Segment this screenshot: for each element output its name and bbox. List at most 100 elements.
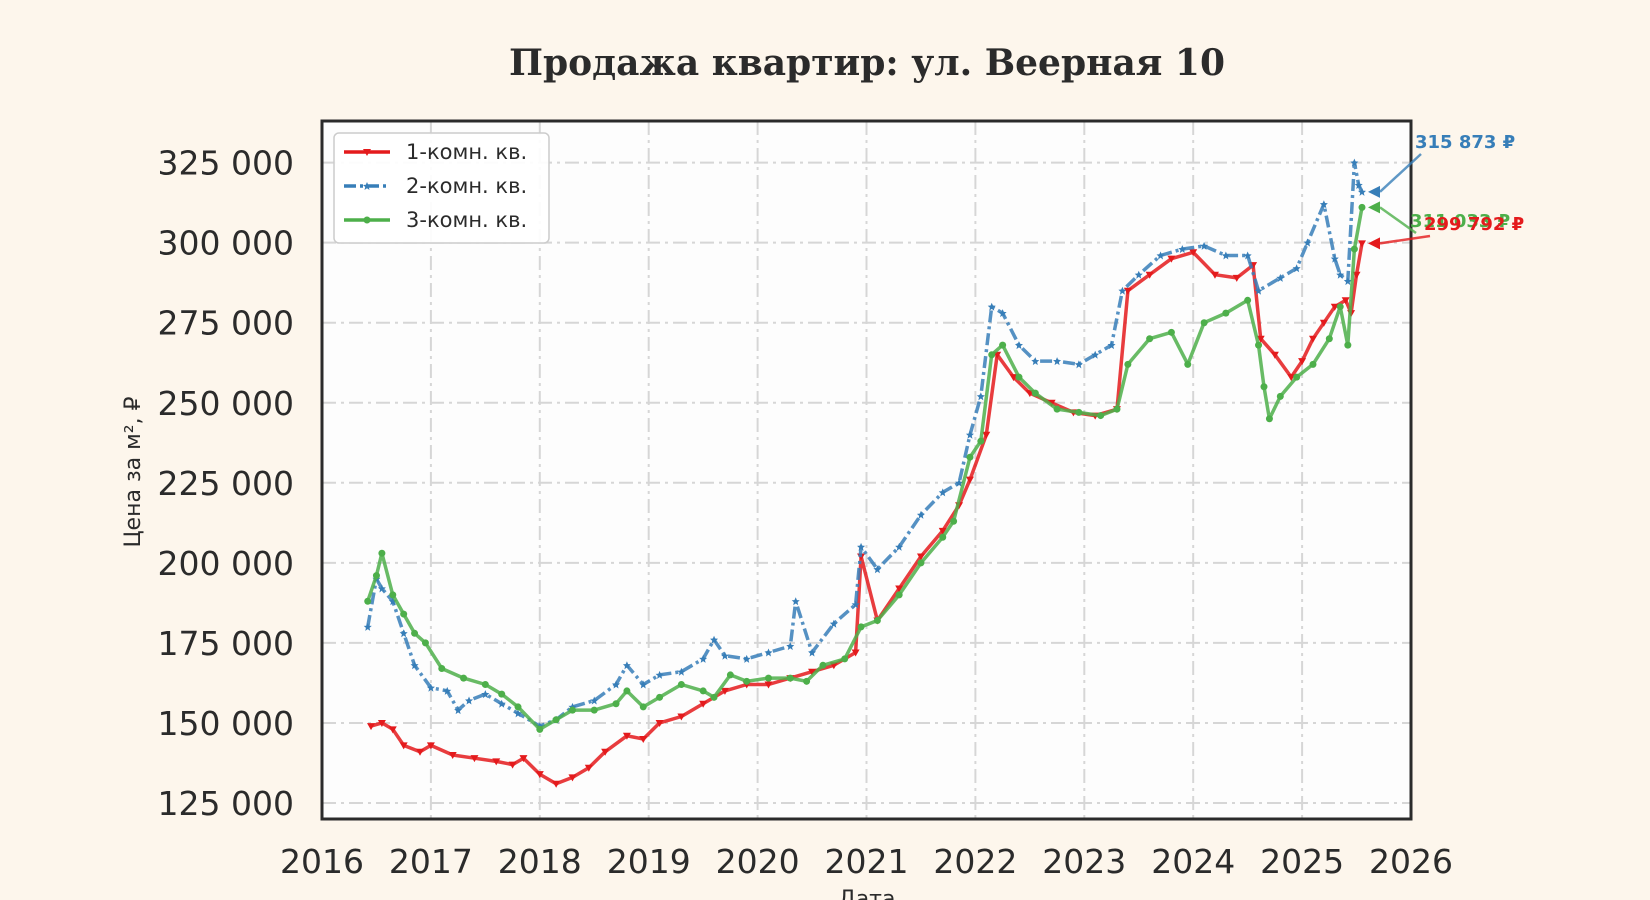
data-point bbox=[819, 661, 827, 669]
data-point bbox=[372, 572, 380, 580]
legend-label: 2-комн. кв. bbox=[406, 174, 527, 198]
data-point bbox=[1118, 286, 1127, 295]
series-3 bbox=[364, 203, 1366, 733]
data-point bbox=[808, 668, 817, 676]
data-point bbox=[873, 616, 881, 624]
plot-area: 125 000 150 000 175 000 200 000 225 000 250 0… bbox=[158, 119, 1524, 881]
data-point bbox=[1319, 319, 1328, 327]
series-2 bbox=[363, 158, 1366, 731]
annotation-label: 315 873 ₽ bbox=[1415, 132, 1515, 153]
data-point bbox=[677, 713, 686, 721]
series-line bbox=[365, 160, 1364, 728]
annotation-arrowhead bbox=[1367, 185, 1380, 198]
data-point bbox=[1232, 274, 1241, 282]
data-point bbox=[1357, 187, 1366, 196]
data-point bbox=[1107, 341, 1116, 350]
data-point bbox=[764, 681, 773, 689]
data-point bbox=[443, 686, 452, 695]
data-point bbox=[1276, 273, 1285, 282]
data-point bbox=[786, 674, 794, 682]
data-point bbox=[916, 553, 925, 561]
y-tick-label: 200 000 bbox=[158, 544, 294, 583]
data-point bbox=[786, 642, 795, 651]
y-tick-label: 175 000 bbox=[158, 624, 294, 663]
annotation-label: 299 792 ₽ bbox=[1424, 214, 1524, 235]
data-point bbox=[568, 706, 576, 714]
data-point bbox=[1184, 360, 1192, 368]
annotation: 299 792 ₽ bbox=[1367, 214, 1524, 250]
data-point bbox=[470, 755, 479, 763]
data-point bbox=[438, 665, 446, 673]
data-point bbox=[388, 597, 397, 606]
data-point bbox=[639, 680, 648, 689]
series-line bbox=[366, 206, 1364, 732]
data-point bbox=[623, 687, 631, 695]
data-point bbox=[917, 559, 925, 567]
data-point bbox=[1330, 254, 1339, 263]
data-point bbox=[720, 687, 729, 695]
plot-frame bbox=[320, 119, 1413, 821]
data-point bbox=[808, 648, 817, 657]
data-point bbox=[764, 648, 773, 657]
data-point bbox=[1014, 341, 1023, 350]
data-point bbox=[988, 351, 996, 359]
data-point bbox=[1276, 392, 1284, 400]
data-point bbox=[699, 687, 707, 695]
annotation: 311 033 ₽ bbox=[1367, 201, 1510, 235]
annotation-arrowhead bbox=[1367, 201, 1380, 214]
x-tick-label: 2021 bbox=[825, 842, 909, 881]
data-point bbox=[639, 735, 648, 743]
legend-marker bbox=[363, 216, 371, 224]
data-point bbox=[699, 700, 708, 708]
data-point bbox=[841, 655, 849, 663]
data-point bbox=[498, 690, 506, 698]
data-point bbox=[916, 510, 925, 519]
x-tick-label: 2022 bbox=[933, 842, 1017, 881]
data-point bbox=[851, 600, 860, 609]
data-point bbox=[743, 677, 751, 685]
data-point bbox=[1260, 383, 1268, 391]
data-point bbox=[639, 703, 647, 711]
data-point bbox=[1178, 245, 1187, 254]
data-point bbox=[1200, 241, 1209, 250]
data-point bbox=[1350, 158, 1359, 167]
data-point bbox=[1134, 270, 1143, 279]
data-point bbox=[857, 623, 865, 631]
data-point bbox=[710, 635, 719, 644]
y-tick-label: 150 000 bbox=[158, 704, 294, 743]
data-point bbox=[426, 742, 435, 750]
data-point bbox=[492, 758, 501, 766]
legend-label: 3-комн. кв. bbox=[406, 208, 527, 232]
data-point bbox=[367, 723, 376, 731]
data-point bbox=[1255, 341, 1263, 349]
data-point bbox=[1189, 249, 1198, 257]
data-point bbox=[895, 542, 904, 551]
data-point bbox=[1319, 200, 1328, 209]
x-tick-label: 2020 bbox=[716, 842, 800, 881]
data-point bbox=[1309, 360, 1317, 368]
legend-marker bbox=[363, 149, 371, 156]
chart-title: Продажа квартир: ул. Веерная 10 bbox=[509, 42, 1225, 84]
data-point bbox=[955, 478, 964, 487]
data-point bbox=[519, 755, 528, 763]
data-point bbox=[1015, 373, 1023, 381]
data-point bbox=[699, 654, 708, 663]
y-tick-label: 125 000 bbox=[158, 784, 294, 823]
data-point bbox=[584, 764, 593, 772]
data-point bbox=[514, 709, 523, 718]
x-tick-label: 2023 bbox=[1042, 842, 1126, 881]
x-tick-label: 2024 bbox=[1151, 842, 1235, 881]
y-tick-label: 275 000 bbox=[158, 304, 294, 343]
data-point bbox=[1074, 360, 1083, 369]
legend-marker bbox=[363, 182, 371, 190]
data-point bbox=[829, 619, 838, 628]
x-tick-label: 2019 bbox=[607, 842, 691, 881]
data-point bbox=[982, 431, 991, 439]
data-point bbox=[1325, 335, 1333, 343]
legend-label: 1-комн. кв. bbox=[406, 140, 527, 164]
data-point bbox=[1287, 374, 1296, 382]
legend: 1-комн. кв. 2-комн. кв. 3-комн. кв. bbox=[333, 132, 550, 244]
data-point bbox=[1123, 287, 1132, 295]
data-point bbox=[421, 639, 429, 647]
